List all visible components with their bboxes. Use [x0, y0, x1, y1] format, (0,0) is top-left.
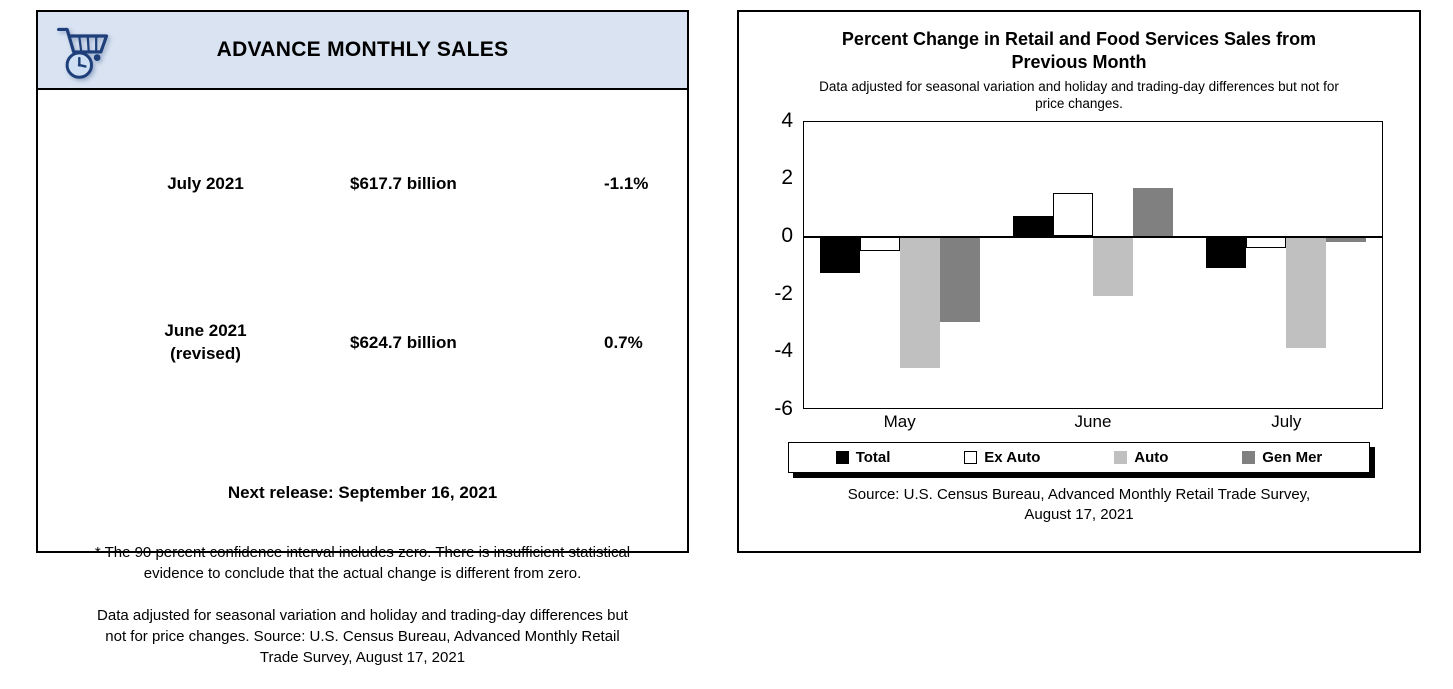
- cart-clock-icon: [54, 21, 114, 81]
- bar-slot: [1245, 122, 1286, 408]
- bar-total-july: [1205, 236, 1246, 268]
- y-tick-label: 2: [781, 166, 793, 190]
- bar-slot: [900, 122, 941, 408]
- bar-ex-auto-may: [860, 236, 901, 251]
- legend-item-ex-auto: Ex Auto: [964, 449, 1040, 466]
- x-axis: May June July: [803, 412, 1383, 432]
- bar-slot: [1093, 122, 1133, 408]
- bar-group-may: [804, 122, 997, 408]
- legend-swatch: [964, 450, 978, 464]
- bar-total-june: [1013, 216, 1053, 237]
- bar-gen-mer-july: [1325, 236, 1366, 242]
- period-month: June 2021: [164, 320, 247, 340]
- legend-swatch: [1242, 450, 1256, 464]
- y-tick-label: 0: [781, 224, 793, 248]
- bar-group-june: [997, 122, 1190, 408]
- bar-gen-mer-june: [1133, 187, 1173, 237]
- legend-label: Total: [855, 448, 891, 466]
- bar-slot: [1133, 122, 1173, 408]
- bar-slot: [1053, 122, 1093, 408]
- sales-value: $624.7 billion: [350, 332, 457, 352]
- bar-group-july: [1189, 122, 1382, 408]
- period-note: (revised): [170, 343, 241, 363]
- sales-change: -1.1%: [604, 174, 649, 194]
- period-label: June 2021 (revised): [93, 297, 318, 389]
- bar-gen-mer-may: [940, 236, 981, 323]
- legend-label: Gen Mer: [1262, 448, 1323, 466]
- y-tick-label: 4: [781, 108, 793, 132]
- y-tick-label: -2: [774, 281, 793, 305]
- legend-swatch: [1114, 450, 1128, 464]
- x-tick-label-july: July: [1271, 411, 1302, 431]
- chart-source: Source: U.S. Census Bureau, Advanced Mon…: [847, 485, 1311, 524]
- bar-slot: [1013, 122, 1053, 408]
- bar-slot: [860, 122, 901, 408]
- bar-slot: [820, 122, 861, 408]
- chart-title: Percent Change in Retail and Food Servic…: [841, 29, 1317, 73]
- footnote-source-note: Data adjusted for seasonal variation and…: [97, 606, 628, 666]
- bar-slot: [1325, 122, 1366, 408]
- zero-line: [804, 236, 1382, 239]
- plot-area: [803, 120, 1383, 409]
- legend-item-total: Total: [835, 448, 891, 466]
- legend-item-auto: Auto: [1114, 449, 1168, 466]
- next-release-text: Next release: September 16, 2021: [227, 482, 498, 502]
- sales-value: $617.7 billion: [350, 174, 457, 194]
- chart: 4 2 0 -2 -4 -6: [759, 109, 1399, 420]
- footnote-confidence-note: * The 90 percent confidence interval inc…: [94, 543, 631, 582]
- legend-label: Ex Auto: [984, 448, 1041, 466]
- legend-item-gen-mer: Gen Mer: [1242, 449, 1322, 466]
- sales-row-july: July 2021 $617.7 billion -1.1%: [38, 150, 687, 219]
- sales-row-june: June 2021 (revised) $624.7 billion 0.7%: [38, 297, 687, 389]
- chart-subtitle: Data adjusted for seasonal variation and…: [819, 78, 1339, 112]
- y-tick-label: -6: [774, 396, 793, 420]
- y-tick-label: -4: [774, 339, 793, 363]
- panel-title: ADVANCE MONTHLY SALES: [216, 38, 509, 61]
- x-tick-label-may: May: [883, 411, 916, 431]
- footnote: * The 90 percent confidence interval inc…: [49, 521, 677, 689]
- y-axis: 4 2 0 -2 -4 -6: [759, 109, 803, 420]
- period-month: July 2021: [167, 173, 244, 193]
- bar-total-may: [820, 236, 861, 274]
- legend-label: Auto: [1134, 448, 1169, 466]
- bar-ex-auto-june: [1053, 193, 1093, 237]
- bar-auto-may: [900, 236, 941, 368]
- bar-slot: [940, 122, 981, 408]
- percent-change-chart-panel: Percent Change in Retail and Food Servic…: [737, 10, 1421, 553]
- chart-legend: Total Ex Auto Auto Gen Mer: [787, 441, 1371, 473]
- bar-slot: [1205, 122, 1246, 408]
- bar-slot: [1285, 122, 1326, 408]
- bar-auto-july: [1285, 236, 1326, 348]
- legend-swatch: [835, 450, 849, 464]
- period-label: July 2021: [93, 150, 318, 219]
- x-tick-label-june: June: [1074, 411, 1112, 431]
- sales-change: 0.7%: [604, 332, 643, 352]
- bar-auto-june: [1093, 236, 1133, 297]
- advance-monthly-sales-panel: ADVANCE MONTHLY SALES July 2021 $617.7 b…: [36, 10, 689, 666]
- panel-header: ADVANCE MONTHLY SALES: [38, 12, 687, 90]
